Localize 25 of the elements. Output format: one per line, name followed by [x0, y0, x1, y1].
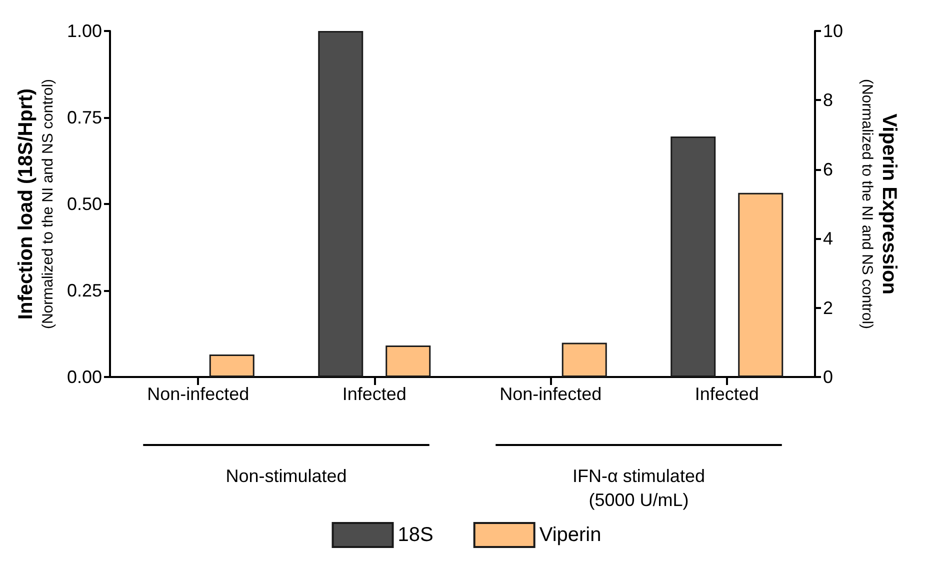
y-tick-label: 0.25 [66, 280, 102, 300]
y-tick-label: 1.00 [66, 21, 102, 41]
y2-tick-label: 8 [823, 90, 834, 110]
bar [386, 346, 431, 377]
x-tick-label: Non-infected [500, 384, 602, 404]
x-tick-label: Infected [342, 384, 406, 404]
y2-tick-label: 10 [823, 21, 844, 41]
y2-tick-label: 4 [823, 228, 834, 249]
legend-label: 18S [398, 524, 434, 546]
bar [562, 342, 607, 377]
y-tick-label: 0.00 [66, 367, 102, 387]
bar [738, 192, 784, 377]
y2-tick-label: 2 [823, 298, 834, 318]
y-tick-label: 0.50 [66, 194, 102, 214]
y2-axis-title: Viperin Expression (Normalized to the NI and NS control) [858, 78, 900, 330]
y-axis-title: Infection load (18S/Hprt) (Normalized to the NI and NS control) [15, 78, 56, 330]
bar [209, 354, 254, 377]
y2-tick-label: 0 [823, 367, 834, 387]
legend-label: Viperin [539, 524, 602, 546]
y-tick-label: 0.75 [66, 108, 102, 128]
x-tick-label: Infected [694, 384, 759, 404]
y2-tick-label: 6 [823, 159, 834, 180]
x-tick-label: Non-infected [147, 384, 250, 404]
text: Non-stimulated [226, 466, 347, 486]
text: IFN-α stimulated (5000 U/mL) [572, 466, 705, 510]
